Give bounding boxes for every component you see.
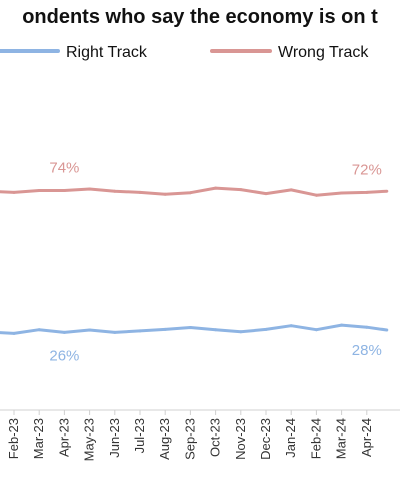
data-point-wrong-track-apr-23 <box>62 189 66 192</box>
x-tick-label-jun-23: Jun-23 <box>107 418 122 458</box>
data-point-right-track-jan-24 <box>289 324 293 328</box>
data-point-wrong-track-jun-23 <box>113 189 117 193</box>
data-point-right-track-oct-23 <box>214 328 218 332</box>
data-point-right-track-apr-24 <box>365 325 369 329</box>
data-point-right-track-mar-23 <box>37 328 41 332</box>
x-tick-label-feb-24: Feb-24 <box>308 418 323 459</box>
data-label-wrong-track-apr-24: 72% <box>352 161 382 178</box>
data-point-wrong-track-jan-24 <box>289 188 293 192</box>
x-tick-label-mar-24: Mar-24 <box>334 418 349 459</box>
x-tick-label-aug-23: Aug-23 <box>157 418 172 460</box>
data-point-right-track-feb-23 <box>12 331 16 335</box>
series-line-right-track <box>0 323 389 335</box>
x-tick-label-oct-23: Oct-23 <box>208 418 223 457</box>
x-axis-ticks: Feb-23 Mar-23 Apr-23 May-23 Jun-23 Jul-23 Aug-… <box>6 410 374 461</box>
data-label-right-track-apr-24: 28% <box>352 342 382 359</box>
data-point-right-track-feb-24 <box>314 328 318 332</box>
x-tick-label-dec-23: Dec-23 <box>258 418 273 460</box>
data-point-right-track-may-23 <box>88 328 92 332</box>
x-tick-label-apr-24: Apr-24 <box>359 418 374 457</box>
data-point-wrong-track-aug-23 <box>163 192 167 196</box>
legend-label-wrong-track: Wrong Track <box>278 44 369 61</box>
data-point-wrong-track-mar-24 <box>340 191 344 195</box>
data-point-right-track-nov-23 <box>239 330 243 334</box>
chart-title: ondents who say the economy is on t <box>22 6 378 28</box>
data-point-wrong-track-apr-24 <box>365 190 369 194</box>
legend: Right Track Wrong Track <box>0 44 369 61</box>
data-point-right-track-dec-23 <box>264 327 268 331</box>
data-point-wrong-track-feb-24 <box>314 193 318 197</box>
data-label-right-track-apr-23: 26% <box>49 347 79 364</box>
data-point-right-track-jun-23 <box>113 330 117 334</box>
data-point-right-track-aug-23 <box>163 327 167 331</box>
data-point-right-track-sep-23 <box>188 326 192 329</box>
x-tick-label-jan-24: Jan-24 <box>283 418 298 458</box>
x-tick-label-sep-23: Sep-23 <box>182 418 197 460</box>
x-tick-label-nov-23: Nov-23 <box>233 418 248 460</box>
legend-label-right-track: Right Track <box>66 44 148 61</box>
data-point-wrong-track-may-23 <box>88 187 92 191</box>
data-label-wrong-track-apr-23: 74% <box>49 160 79 177</box>
data-point-wrong-track-sep-23 <box>188 191 192 195</box>
x-tick-label-feb-23: Feb-23 <box>6 418 21 459</box>
data-point-right-track-jul-23 <box>138 329 142 333</box>
data-point-wrong-track-mar-23 <box>37 189 41 192</box>
data-point-wrong-track-oct-23 <box>214 186 218 190</box>
x-tick-label-mar-23: Mar-23 <box>31 418 46 459</box>
series-line-wrong-track <box>0 186 389 197</box>
data-point-wrong-track-jul-23 <box>138 190 142 194</box>
x-tick-label-may-23: May-23 <box>82 418 97 461</box>
data-point-wrong-track-nov-23 <box>239 188 243 192</box>
series-layer <box>0 186 389 335</box>
data-point-wrong-track-feb-23 <box>12 190 16 194</box>
data-point-right-track-apr-23 <box>62 330 66 334</box>
x-tick-label-jul-23: Jul-23 <box>132 418 147 453</box>
annotation-layer: 74% 72% 26% 28% <box>49 160 381 365</box>
x-tick-label-apr-23: Apr-23 <box>56 418 71 457</box>
data-point-wrong-track-dec-23 <box>264 192 268 196</box>
data-point-right-track-mar-24 <box>340 323 344 327</box>
